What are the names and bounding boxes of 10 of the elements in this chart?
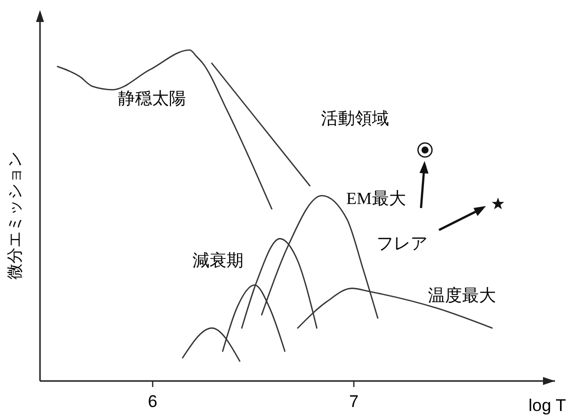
annotation: 静穏太陽 [118, 88, 186, 108]
x-tick-label: 6 [148, 392, 158, 411]
x-axis-title: log T [528, 396, 566, 415]
annotation: 活動領域 [321, 108, 389, 128]
annotation: 減衰期 [192, 250, 244, 270]
x-tick-label: 7 [349, 392, 359, 411]
y-axis-title: 微分エミッション [7, 152, 24, 280]
annotation: EM最大 [346, 188, 406, 208]
annotation: 温度最大 [428, 286, 496, 305]
annotation: フレア [376, 234, 428, 253]
